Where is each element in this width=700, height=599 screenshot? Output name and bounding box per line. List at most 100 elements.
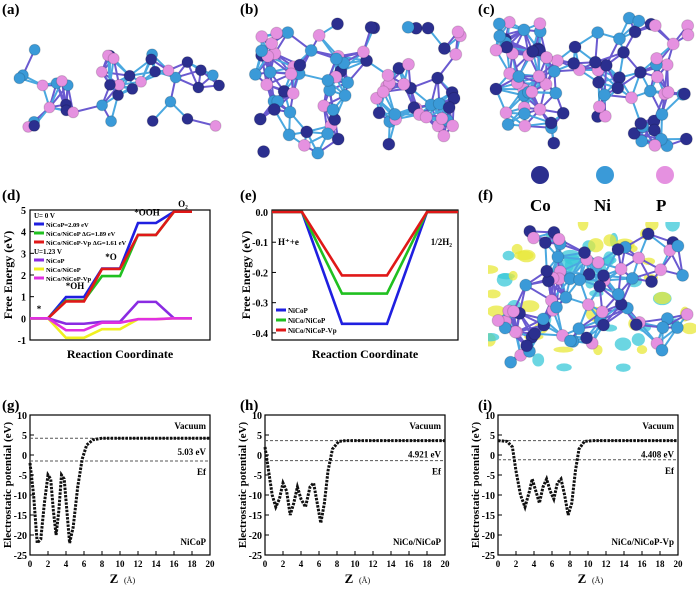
isosurface-blob xyxy=(653,291,672,305)
isosurface-blob xyxy=(636,345,648,355)
y-tick-label: -15 xyxy=(14,511,27,522)
atom xyxy=(612,32,626,46)
isosurface-blob xyxy=(496,272,513,287)
y-tick-label: 10 xyxy=(17,411,27,422)
y-tick-label: 2 xyxy=(21,271,26,282)
potential-profile xyxy=(263,439,445,524)
atom xyxy=(655,343,669,357)
atom xyxy=(596,318,610,332)
legend-entry: NiCo/NiCoP-Vp xyxy=(288,327,337,335)
atom xyxy=(617,45,631,59)
panel-label-d: (d) xyxy=(2,188,21,204)
atom xyxy=(135,75,148,88)
x-tick-label: 12 xyxy=(602,559,612,569)
x-tick-label: 20 xyxy=(441,559,451,569)
potential-profile xyxy=(28,436,210,547)
atom xyxy=(650,51,664,65)
x-tick-label: 4 xyxy=(532,559,537,569)
atom xyxy=(435,111,449,125)
atom xyxy=(442,100,456,114)
atom-legend xyxy=(531,166,674,184)
atom xyxy=(671,239,685,253)
atom xyxy=(628,25,642,39)
atom xyxy=(330,17,344,31)
y-tick-label: -25 xyxy=(482,551,495,562)
legend-entry: NiCoP=2.09 eV xyxy=(46,222,89,229)
y-tick-label: 0 xyxy=(257,451,262,462)
atom xyxy=(597,269,611,283)
atom xyxy=(526,45,540,59)
atom xyxy=(95,65,108,78)
atom xyxy=(376,85,390,99)
legend-group-title: U= 0 V xyxy=(34,212,55,220)
x-tick-label: 12 xyxy=(369,559,379,569)
isosurface-blob xyxy=(488,265,499,274)
atom xyxy=(517,107,531,121)
atom xyxy=(356,45,370,59)
atom xyxy=(194,64,207,77)
atom xyxy=(146,115,159,128)
structure-image-b xyxy=(248,17,467,160)
atom xyxy=(493,29,507,43)
x-tick-label: 18 xyxy=(188,559,198,569)
atom xyxy=(284,67,298,81)
y-tick-label: 3 xyxy=(21,249,26,260)
atom xyxy=(107,52,120,65)
atom xyxy=(491,314,505,328)
x-tick-label: 12 xyxy=(134,559,144,569)
isosurface-blob xyxy=(519,300,540,313)
atom xyxy=(625,271,639,285)
work-function-label: 4.921 eV xyxy=(408,450,441,460)
atom xyxy=(592,75,606,89)
potential-profile xyxy=(497,439,678,516)
panel-label-a: (a) xyxy=(2,2,20,18)
isosurface-blob xyxy=(615,363,631,372)
atom xyxy=(547,64,561,78)
atom xyxy=(282,128,296,142)
x-tick-label: 10 xyxy=(351,559,361,569)
legend-entry: NiCo/NiCoP xyxy=(288,317,326,325)
legend-entry: NiCoP xyxy=(288,307,309,315)
isosurface-blob xyxy=(488,289,501,299)
y-tick-label: 0 xyxy=(490,451,495,462)
atom xyxy=(253,112,267,126)
atom xyxy=(550,54,564,68)
y-tick-label: 0 xyxy=(21,314,26,325)
legend-entry: NiCo/NiCoP-Vp xyxy=(46,276,92,283)
fermi-label: Ef xyxy=(665,466,675,476)
atom xyxy=(213,79,226,92)
atom xyxy=(680,307,694,321)
isosurface-blob xyxy=(642,257,656,266)
atom xyxy=(364,20,378,34)
series-line-1 xyxy=(272,210,458,295)
atom xyxy=(533,17,547,31)
y-tick-label: -0.4 xyxy=(252,329,268,340)
atom xyxy=(648,19,662,33)
atom xyxy=(209,119,222,132)
atom xyxy=(512,69,526,83)
atom xyxy=(614,262,628,276)
x-tick-label: 0 xyxy=(263,559,268,569)
panel-label-e: (e) xyxy=(240,188,257,204)
atom xyxy=(192,81,205,94)
x-tick-label: 8 xyxy=(335,559,340,569)
atom xyxy=(551,250,565,264)
y-axis-label: Free Energy (eV) xyxy=(1,231,15,319)
atom xyxy=(660,58,674,72)
atom xyxy=(499,106,513,120)
atom xyxy=(283,105,297,119)
y-tick-label: -25 xyxy=(249,551,262,562)
atom xyxy=(634,116,648,130)
atom xyxy=(372,106,386,120)
atom xyxy=(525,85,539,99)
atom xyxy=(437,129,451,143)
atom xyxy=(149,65,162,78)
atom xyxy=(304,43,318,57)
y-tick-label: -0.3 xyxy=(252,299,268,310)
panel-label-c: (c) xyxy=(478,2,495,18)
atom xyxy=(206,69,219,82)
atom xyxy=(527,231,541,245)
isosurface-blob xyxy=(502,250,515,261)
series-line-2 xyxy=(272,210,458,277)
atom xyxy=(540,264,554,278)
